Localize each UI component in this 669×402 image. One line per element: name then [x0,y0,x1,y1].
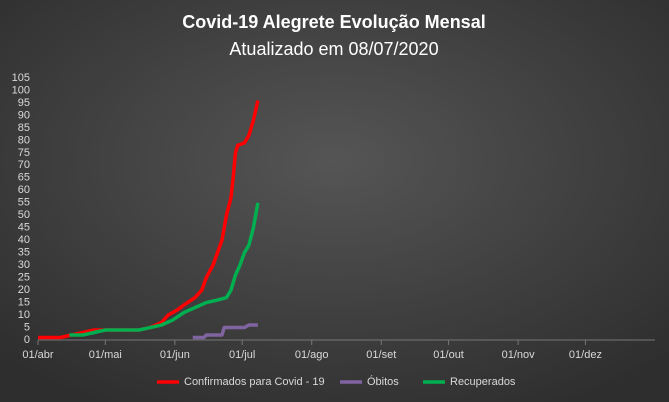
y-tick-label: 50 [18,209,30,221]
legend-label: Recuperados [450,376,516,388]
line [192,323,258,340]
x-tick-label: 01/jun [160,349,190,361]
y-tick-label: 75 [18,147,30,159]
y-tick-label: 35 [18,247,30,259]
x-tick-label: 01/abr [22,349,54,361]
y-tick-label: 65 [18,172,30,184]
y-tick-label: 90 [18,109,30,121]
y-tick-label: 95 [18,97,30,109]
y-tick-label: 85 [18,122,30,134]
y-tick-label: 30 [18,259,30,271]
y-tick-label: 45 [18,222,30,234]
x-tick-label: 01/jul [229,349,255,361]
chart-title: Covid-19 Alegrete Evolução Mensal [182,12,485,32]
y-tick-label: 100 [12,84,30,96]
y-tick-label: 60 [18,184,30,196]
y-tick-label: 0 [24,334,30,346]
x-tick-label: 01/nov [502,349,536,361]
y-tick-label: 80 [18,134,30,146]
x-tick-label: 01/dez [569,349,602,361]
line [69,202,260,337]
x-tick-label: 01/mai [89,349,122,361]
legend-label: Confirmados para Covid - 19 [184,376,325,388]
x-tick-label: 01/out [433,349,464,361]
chart-subtitle: Atualizado em 08/07/2020 [229,39,438,59]
x-tick-label: 01/set [366,349,396,361]
legend-label: Óbitos [367,375,399,388]
y-tick-label: 55 [18,197,30,209]
y-tick-label: 70 [18,159,30,171]
y-tick-label: 5 [24,321,30,333]
y-tick-label: 105 [12,72,30,84]
y-tick-label: 40 [18,234,30,246]
x-tick-label: 01/ago [295,349,329,361]
y-tick-label: 10 [18,309,30,321]
y-tick-label: 25 [18,272,30,284]
y-tick-label: 20 [18,284,30,296]
y-tick-label: 15 [18,296,30,308]
